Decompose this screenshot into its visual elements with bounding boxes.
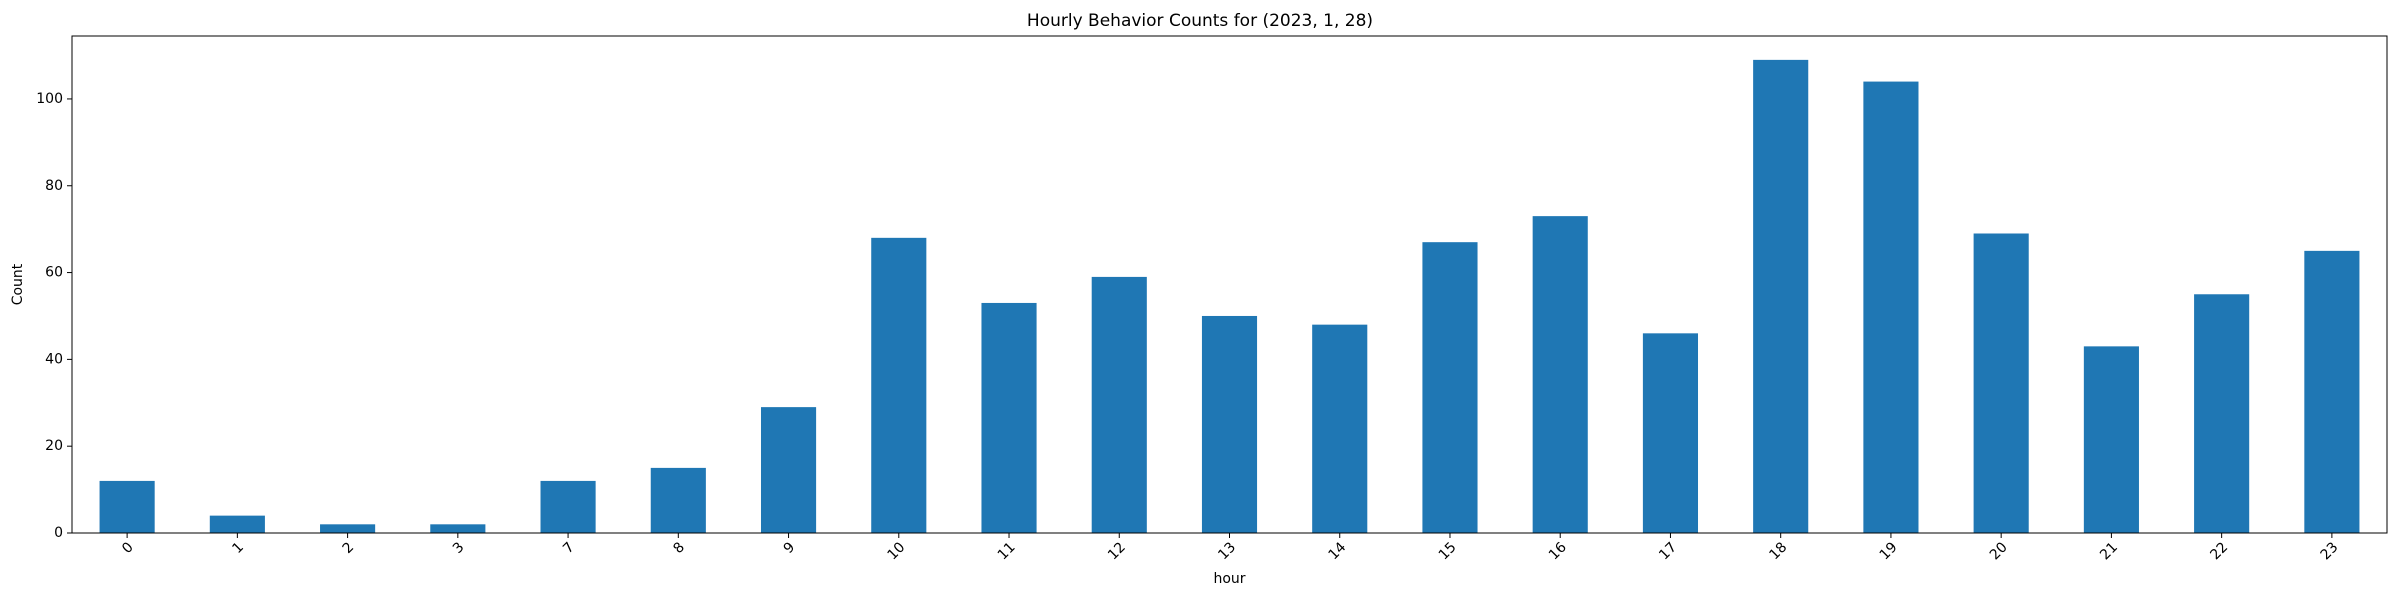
bar-hour-18 — [1753, 59, 1809, 534]
chart-title: Hourly Behavior Counts for (2023, 1, 28) — [1027, 11, 1373, 31]
bars-group — [99, 59, 2360, 534]
bar-hour-11 — [981, 302, 1037, 533]
bar-hour-15 — [1422, 242, 1478, 533]
bar-hour-3 — [430, 524, 486, 533]
bar-hour-16 — [1532, 216, 1588, 533]
y-tick-label: 0 — [54, 525, 63, 541]
y-axis: 0 20 40 60 80 100 — [36, 91, 72, 541]
y-tick-label: 80 — [45, 178, 63, 194]
x-axis-label: hour — [1213, 571, 1245, 587]
bar-hour-8 — [650, 467, 706, 533]
bar-hour-9 — [760, 407, 817, 533]
bar-hour-10 — [871, 237, 927, 533]
y-tick-label: 100 — [36, 91, 63, 107]
bar-hour-20 — [1973, 233, 2029, 534]
bar-hour-17 — [1642, 333, 1699, 533]
bar-hour-21 — [2083, 346, 2139, 533]
y-axis-label: Count — [10, 263, 26, 305]
y-tick-label: 40 — [45, 351, 63, 367]
bar-hour-13 — [1201, 315, 1258, 533]
bar-hour-19 — [1863, 81, 1919, 533]
bar-hour-1 — [209, 515, 265, 533]
y-tick-label: 20 — [45, 438, 63, 454]
bar-hour-7 — [540, 480, 596, 533]
bar-hour-22 — [2194, 294, 2250, 533]
bar-hour-14 — [1312, 324, 1368, 533]
bar-hour-23 — [2304, 250, 2360, 533]
y-tick-label: 60 — [45, 265, 63, 281]
bar-hour-12 — [1091, 276, 1147, 533]
bar-hour-0 — [99, 480, 155, 533]
bar-hour-2 — [320, 524, 376, 533]
plot-frame — [71, 35, 2388, 534]
